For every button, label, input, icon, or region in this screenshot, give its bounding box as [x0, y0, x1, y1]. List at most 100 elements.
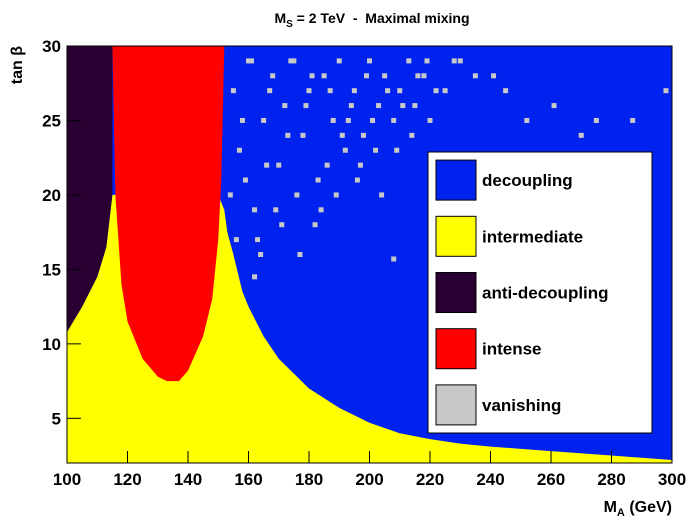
legend-label: anti-decoupling	[482, 284, 609, 303]
point	[294, 192, 300, 198]
x-tick-label: 160	[234, 470, 262, 489]
point	[249, 58, 255, 64]
legend-label: intermediate	[482, 227, 583, 246]
point	[415, 73, 421, 79]
point	[230, 88, 236, 94]
point	[373, 147, 379, 153]
point	[391, 117, 397, 123]
point	[593, 117, 599, 123]
point	[300, 132, 306, 138]
y-tick-label: 25	[42, 111, 61, 130]
y-tick-label: 10	[42, 335, 61, 354]
x-tick-label: 100	[53, 470, 81, 489]
point	[663, 88, 669, 94]
point	[297, 252, 303, 257]
point	[321, 73, 327, 79]
legend-label: intense	[482, 340, 542, 359]
y-tick-label: 30	[42, 37, 61, 56]
point	[421, 73, 427, 79]
legend-swatch	[435, 272, 477, 313]
point	[270, 73, 276, 79]
point	[357, 162, 363, 168]
x-tick-label: 300	[658, 470, 686, 489]
point	[261, 117, 267, 123]
point	[376, 103, 382, 109]
point	[348, 103, 354, 109]
x-tick-label: 140	[174, 470, 202, 489]
point	[252, 274, 258, 280]
point	[258, 252, 264, 257]
point	[360, 132, 366, 138]
x-label-main: M	[604, 499, 617, 516]
region-anti-decoupling	[67, 46, 113, 332]
x-axis-label: MA (GeV)	[604, 499, 672, 519]
point	[630, 117, 636, 123]
legend-label: vanishing	[482, 396, 561, 415]
x-tick-label: 120	[113, 470, 141, 489]
point	[578, 132, 584, 138]
point	[227, 192, 233, 198]
legend-swatch	[435, 215, 477, 257]
point	[351, 88, 357, 94]
x-tick-label: 240	[476, 470, 504, 489]
x-tick-label: 260	[537, 470, 565, 489]
x-tick-label: 280	[597, 470, 625, 489]
point	[279, 222, 285, 228]
point	[394, 147, 400, 153]
point	[282, 103, 288, 109]
point	[339, 132, 345, 138]
point	[379, 192, 385, 198]
point	[288, 58, 294, 64]
x-tick-label: 200	[355, 470, 383, 489]
y-tick-label: 20	[42, 186, 61, 205]
point	[400, 103, 406, 109]
point	[236, 147, 242, 153]
point	[345, 117, 351, 123]
point	[285, 132, 291, 138]
point	[273, 207, 279, 213]
point	[427, 117, 433, 123]
point	[306, 88, 312, 94]
legend: decoupling intermediate anti-decoupling int…	[427, 151, 653, 434]
point	[336, 58, 342, 64]
x-label-sub: A	[617, 507, 625, 519]
point	[246, 58, 251, 64]
y-tick-label: 5	[52, 409, 61, 428]
legend-swatch	[435, 384, 477, 426]
point	[333, 192, 339, 198]
point	[370, 117, 376, 123]
title-main: M	[274, 10, 286, 26]
point	[442, 88, 448, 94]
point	[503, 88, 509, 94]
point	[385, 88, 391, 94]
point	[312, 222, 318, 228]
point	[551, 103, 557, 109]
point	[412, 103, 418, 109]
region-intermediate	[67, 194, 672, 463]
point	[363, 73, 369, 79]
x-label-rest: (GeV)	[625, 499, 672, 516]
title-rest: = 2 TeV - Maximal mixing	[293, 10, 470, 26]
chart-title: MS = 2 TeV - Maximal mixing	[274, 10, 469, 30]
point	[342, 147, 348, 153]
point	[524, 117, 530, 123]
point	[233, 237, 239, 243]
point	[397, 88, 403, 94]
point	[276, 162, 282, 168]
y-axis-label: tan β	[9, 46, 26, 84]
point	[491, 73, 497, 79]
point	[382, 73, 388, 79]
point	[291, 58, 297, 64]
point	[267, 88, 273, 94]
point	[472, 73, 478, 79]
point	[330, 117, 336, 123]
region-intense	[112, 46, 225, 382]
point	[354, 177, 360, 183]
point	[303, 103, 309, 109]
point	[409, 132, 415, 138]
x-tick-label: 220	[416, 470, 444, 489]
point	[367, 58, 372, 64]
legend-swatch	[435, 159, 477, 201]
point	[264, 162, 270, 168]
